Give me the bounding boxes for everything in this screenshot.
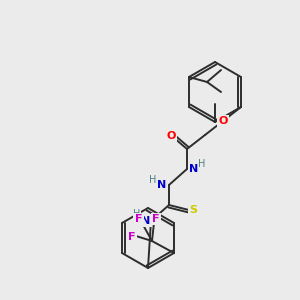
- Text: N: N: [189, 164, 199, 174]
- Text: H: H: [133, 209, 141, 219]
- Text: F: F: [135, 214, 143, 224]
- Text: S: S: [189, 205, 197, 215]
- Text: F: F: [152, 214, 160, 224]
- Text: H: H: [149, 175, 157, 185]
- Text: F: F: [128, 232, 136, 242]
- Text: O: O: [218, 116, 228, 126]
- Text: N: N: [141, 216, 151, 226]
- Text: H: H: [198, 159, 206, 169]
- Text: N: N: [158, 180, 166, 190]
- Text: O: O: [166, 131, 176, 141]
